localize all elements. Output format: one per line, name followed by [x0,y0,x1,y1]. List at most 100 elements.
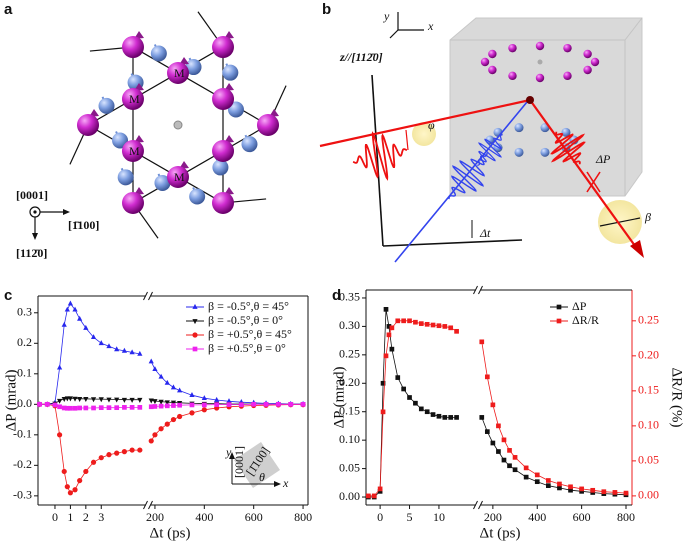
marker [64,484,70,490]
purple-atom [257,114,279,136]
marker [413,400,418,406]
purple-atom [212,88,235,110]
marker [276,401,281,407]
marker [377,486,383,492]
marker [436,323,442,329]
inset: y x θ [0001] [1̄100] [225,442,289,490]
marker [568,484,573,490]
axis-break [478,285,483,295]
marker [395,375,401,380]
atom-label: M [129,144,140,158]
marker [121,449,127,455]
legend-marker [192,319,198,325]
marker [64,306,70,312]
marker [77,477,83,484]
marker [239,402,244,407]
marker [72,487,78,493]
marker [418,321,424,326]
marker [106,343,112,349]
marker [490,440,496,446]
marker [590,487,596,493]
series-line [150,404,304,442]
lattice-atom [563,71,572,81]
axis-break [148,291,153,301]
y-tick-label: -0.1 [13,427,32,441]
y-tick-label: 0.3 [17,305,32,319]
axis-label: [1̄100] [68,218,99,232]
x-tick-label: 400 [528,510,546,524]
marker [114,405,120,411]
y-tick-label: 0.35 [339,290,360,304]
marker [454,328,459,334]
marker [114,346,120,352]
marker [201,407,207,413]
marker [83,468,89,475]
y-tick-label: 0.00 [339,489,360,503]
marker [490,402,496,408]
marker [129,397,135,403]
marker [418,406,424,412]
series-line [39,403,140,494]
lattice-atom [508,71,517,81]
y2-tick-label: 0.05 [638,453,659,467]
arrow [274,481,281,487]
y-tick-label: 0.20 [339,375,360,389]
marker [148,358,154,364]
purple-atom [77,114,99,136]
marker [52,402,58,408]
y2-tick-label: 0.25 [638,313,659,327]
marker [177,402,182,408]
legend-marker [556,318,562,324]
y2-tick-label: 0.00 [638,488,659,502]
marker [83,397,89,402]
frame-line [371,74,384,247]
marker [448,325,454,331]
series-line [151,403,304,408]
polarization [405,129,409,151]
lattice-atom [583,65,592,75]
lattice-atom [540,147,550,157]
atom-label: M [129,92,140,106]
marker [158,373,164,379]
marker [137,350,143,356]
marker [68,405,73,411]
marker [152,366,158,372]
lattice-atom [480,57,490,67]
marker [57,398,63,404]
x-tick-label: 1 [67,510,73,524]
lattice-atom [488,49,497,59]
lattice-atom [535,73,545,83]
marker [164,403,170,409]
legend-label: β = -0.5°,θ = 45° [208,299,289,313]
marker [366,493,371,499]
panel-b [319,12,644,263]
y2-axis-label: ΔR/R (%) [669,367,685,427]
blue-atom [117,169,134,186]
x-tick-label: 200 [484,510,502,524]
y-tick-label: 0.2 [17,335,32,349]
marker [72,405,78,411]
marker [129,349,135,355]
axis-label: x [427,19,434,33]
wave-packet [448,152,488,200]
marker [557,481,562,487]
marker [98,405,104,411]
marker [83,405,89,411]
panel-a: M M M M [29,11,287,240]
series-line [368,309,457,498]
inset-sample [234,442,280,488]
legend-marker [556,304,562,310]
arrow [63,209,70,215]
marker [430,412,436,417]
marker [263,401,269,407]
marker [380,409,386,415]
series-line [481,341,627,494]
axis-label: z//[112̄0] [339,50,383,64]
marker [546,483,551,489]
x-axis-label: Δt (ps) [480,525,521,541]
series-line [368,320,457,497]
marker [448,415,454,420]
blue-atom [222,64,239,81]
lattice-atom [563,43,572,53]
